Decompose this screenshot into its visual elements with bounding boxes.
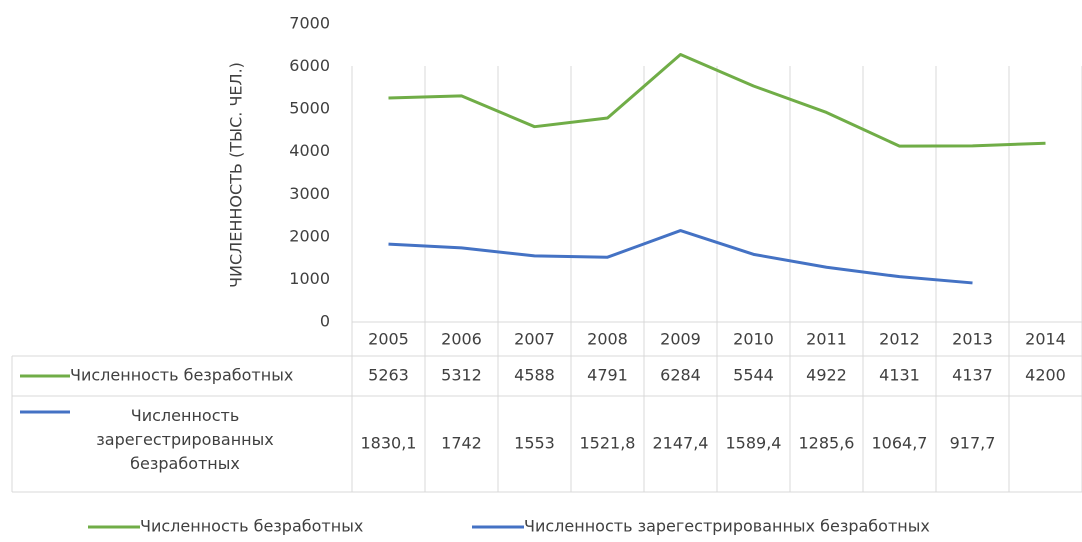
legend-label: Численность безработных: [140, 517, 363, 536]
y-tick-label: 5000: [289, 99, 330, 118]
y-tick-label: 1000: [289, 269, 330, 288]
x-tick-label: 2007: [514, 330, 555, 349]
x-tick-label: 2014: [1025, 330, 1066, 349]
table-value: 1830,1: [361, 434, 417, 453]
table-value: 5544: [733, 366, 774, 385]
table-value: 5312: [441, 366, 482, 385]
table-value: 4137: [952, 366, 993, 385]
x-tick-label: 2011: [806, 330, 847, 349]
table-value: 1742: [441, 434, 482, 453]
table-value: 4922: [806, 366, 847, 385]
y-tick-label: 0: [320, 312, 330, 331]
table-value: 5263: [368, 366, 409, 385]
x-tick-label: 2012: [879, 330, 920, 349]
y-axis-label: ЧИСЛЕННОСТЬ (ТЫС. ЧЕЛ.): [227, 62, 246, 288]
table-value: 1553: [514, 434, 555, 453]
row-header: Численность безработных: [70, 366, 293, 385]
table-value: 1589,4: [726, 434, 782, 453]
series-line: [388, 229, 973, 285]
y-tick-label: 6000: [289, 56, 330, 75]
table-value: 2147,4: [653, 434, 709, 453]
y-tick-label: 7000: [289, 14, 330, 33]
table-value: 4791: [587, 366, 628, 385]
table-value: 4588: [514, 366, 555, 385]
table-value: 4131: [879, 366, 920, 385]
legend-label: Численность зарегестрированных безработн…: [524, 517, 930, 536]
table-value: 1064,7: [872, 434, 928, 453]
table-value: 1521,8: [580, 434, 636, 453]
row-header: Численность зарегестрированных безработн…: [96, 406, 274, 473]
y-tick-label: 3000: [289, 184, 330, 203]
table-value: 4200: [1025, 366, 1066, 385]
table-value: 1285,6: [799, 434, 855, 453]
table-value: 917,7: [950, 434, 996, 453]
x-tick-label: 2006: [441, 330, 482, 349]
x-tick-label: 2008: [587, 330, 628, 349]
y-tick-label: 4000: [289, 141, 330, 160]
x-tick-label: 2009: [660, 330, 701, 349]
x-tick-label: 2013: [952, 330, 993, 349]
table-value: 6284: [660, 366, 701, 385]
series-line: [388, 52, 1046, 148]
y-tick-label: 2000: [289, 226, 330, 245]
x-tick-label: 2005: [368, 330, 409, 349]
x-tick-label: 2010: [733, 330, 774, 349]
